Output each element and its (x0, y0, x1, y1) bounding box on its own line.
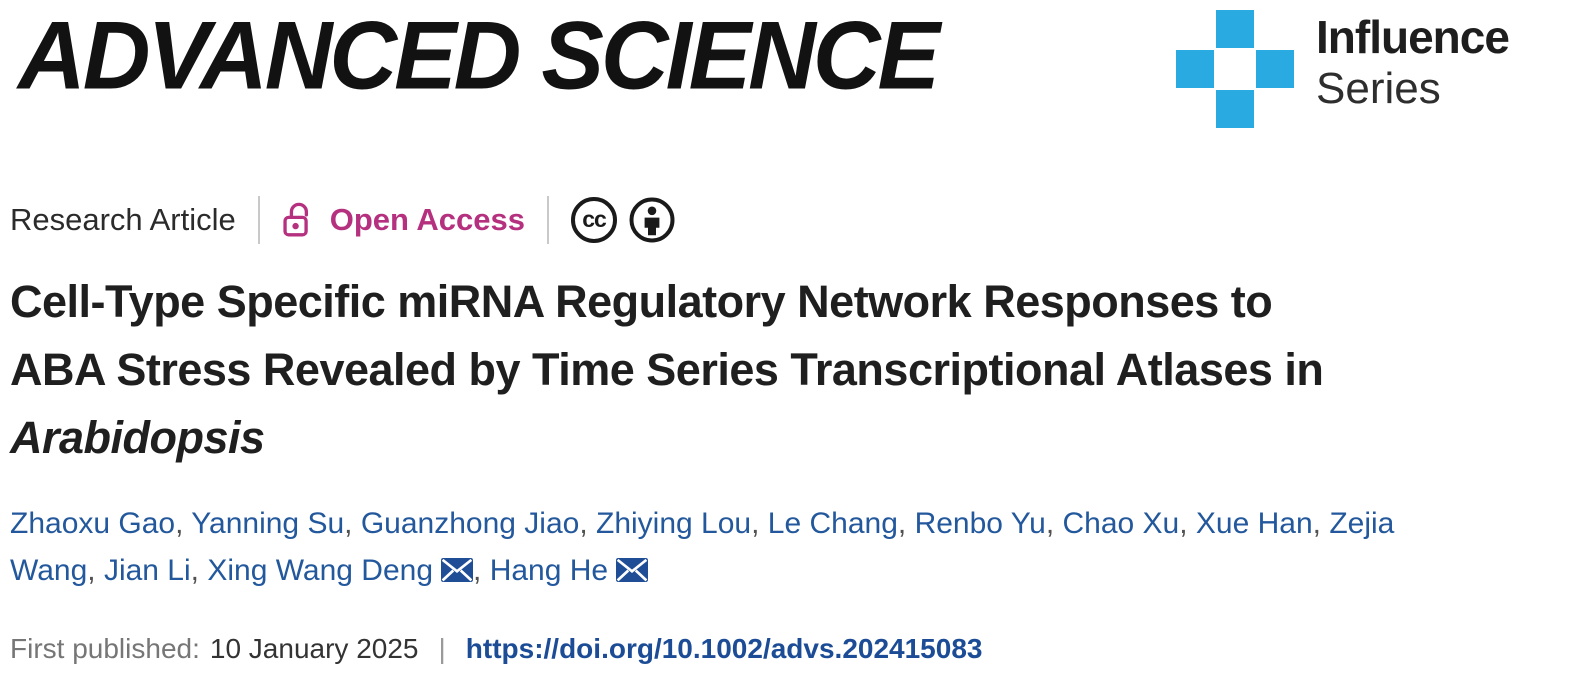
page-title: Cell-Type Specific miRNA Regulatory Netw… (10, 268, 1565, 472)
title-species-italic: Arabidopsis (10, 412, 265, 463)
journal-logo-text: ADVANCED SCIENCE (18, 1, 940, 110)
author-list: Zhaoxu Gao, Yanning Su, Guanzhong Jiao, … (10, 500, 1475, 594)
email-icon[interactable] (441, 558, 474, 582)
title-line2: ABA Stress Revealed by Time Series Trans… (10, 344, 1324, 395)
author-separator: , (1312, 507, 1330, 540)
author-separator: , (175, 507, 192, 540)
series-text: Influence Series (1316, 11, 1510, 113)
series-line2: Series (1316, 63, 1441, 113)
influence-series-logo: Influence Series (1176, 8, 1510, 128)
author-separator: , (1179, 507, 1196, 540)
first-published-label: First published: (10, 633, 200, 664)
article-meta-row: Research Article Open Access cc (10, 194, 675, 246)
author-link[interactable]: Xing Wang Deng (207, 554, 434, 587)
author-separator: , (751, 507, 768, 540)
license-icons: cc (571, 197, 675, 243)
author-link[interactable]: Zhaoxu Gao (10, 507, 176, 540)
author-separator: , (190, 554, 208, 587)
author-link[interactable]: Yanning Su (191, 507, 345, 540)
author-separator: , (1045, 507, 1063, 540)
author-link[interactable]: Zejia Wang (10, 507, 1395, 587)
cc-by-attribution-icon[interactable] (629, 197, 675, 243)
published-row: First published: 10 January 2025 | https… (10, 633, 982, 665)
plus-icon (1176, 10, 1294, 128)
journal-logo: ADVANCED SCIENCE (18, 1, 940, 110)
email-icon[interactable] (616, 558, 649, 582)
author-separator: , (344, 507, 361, 540)
author-link[interactable]: Jian Li (103, 554, 191, 587)
author-link[interactable]: Chao Xu (1062, 507, 1180, 540)
author-link[interactable]: Renbo Yu (914, 507, 1046, 540)
published-date: 10 January 2025 (209, 633, 419, 664)
doi-link[interactable]: https://doi.org/10.1002/advs.202415083 (465, 633, 983, 664)
title-line1: Cell-Type Specific miRNA Regulatory Netw… (10, 276, 1273, 327)
author-link[interactable]: Le Chang (767, 507, 898, 540)
author-link[interactable]: Hang He (489, 554, 609, 587)
author-link[interactable]: Guanzhong Jiao (360, 507, 580, 540)
creative-commons-icon[interactable]: cc (571, 197, 617, 243)
divider (257, 196, 260, 244)
author-link[interactable]: Xue Han (1195, 507, 1313, 540)
author-separator: , (87, 554, 104, 587)
author-separator: , (473, 554, 490, 587)
divider: | (438, 633, 446, 664)
open-access-badge: Open Access (282, 201, 525, 239)
open-access-label: Open Access (329, 202, 525, 237)
author-link[interactable]: Zhiying Lou (596, 507, 752, 540)
author-separator: , (897, 507, 915, 540)
series-line1: Influence (1316, 11, 1510, 63)
divider (547, 196, 549, 244)
author-separator: , (579, 507, 596, 540)
article-type-label: Research Article (10, 202, 236, 237)
open-lock-icon (283, 202, 308, 237)
